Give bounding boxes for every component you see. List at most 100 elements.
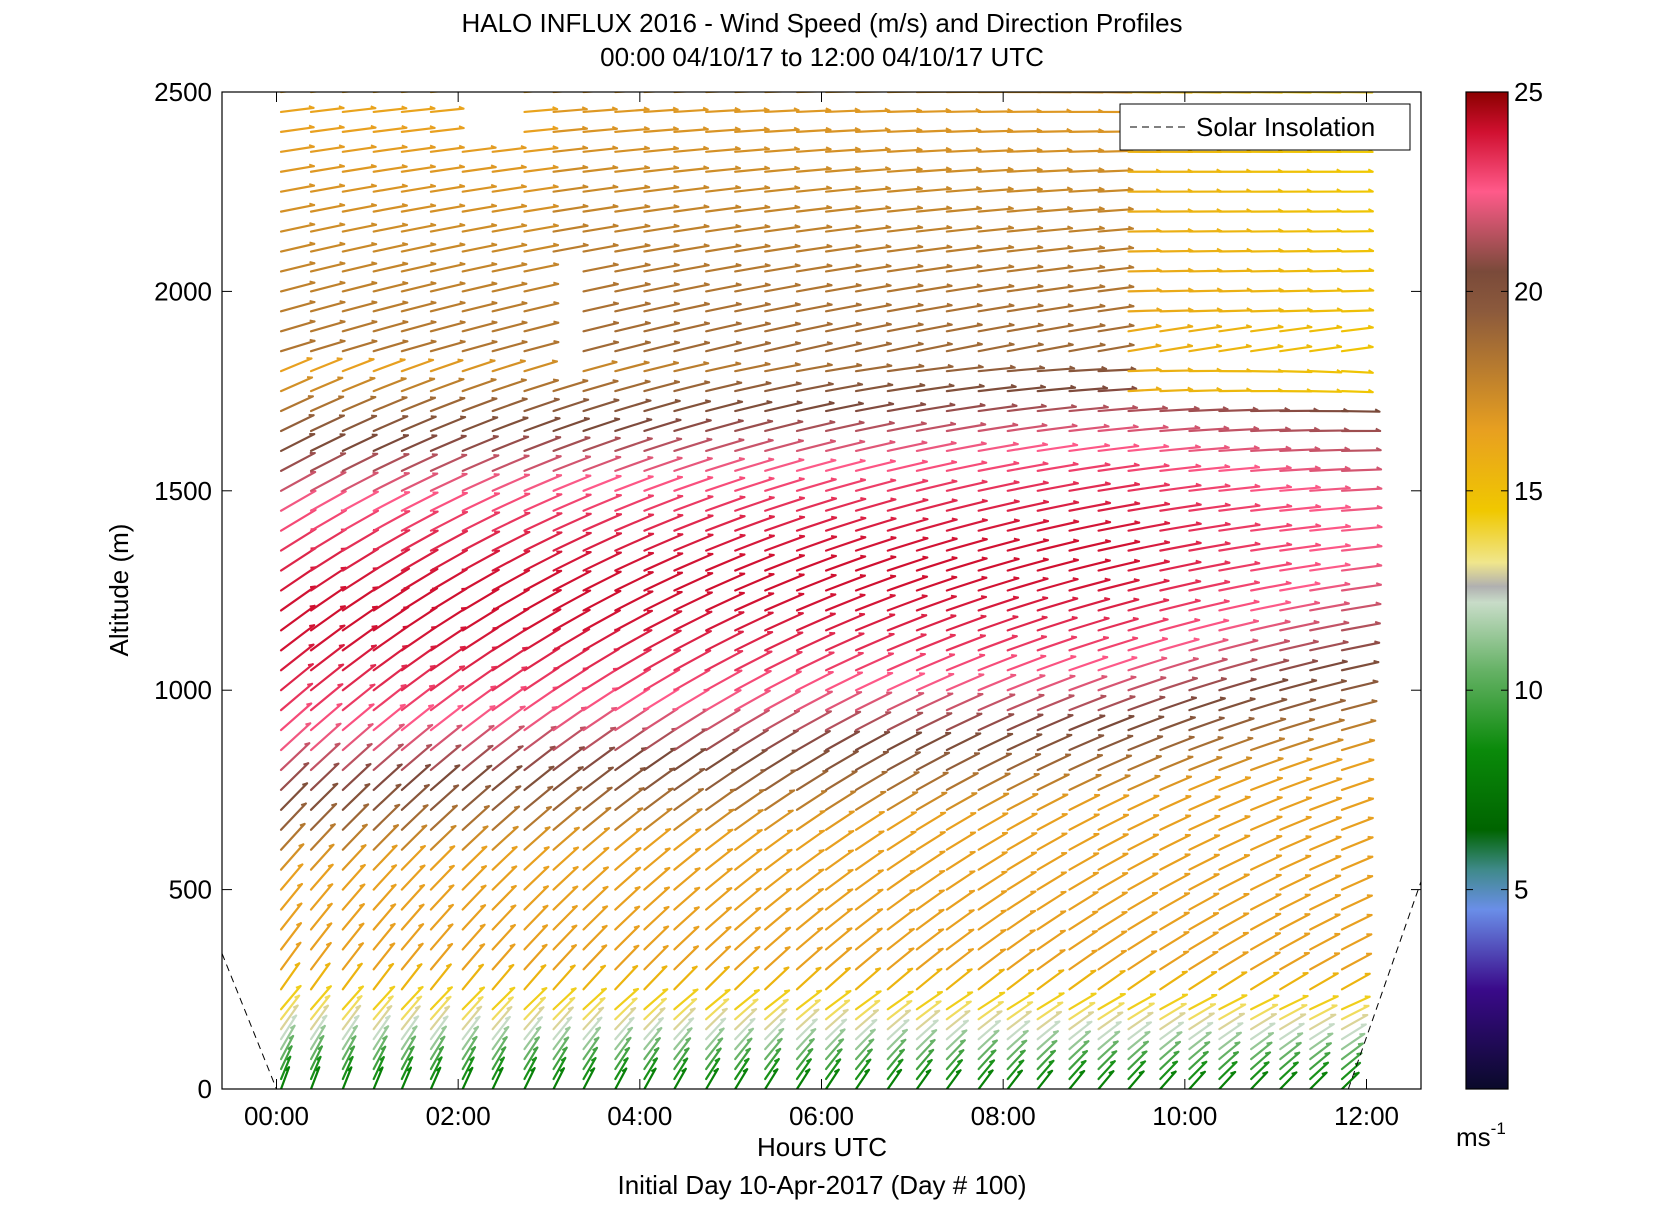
wind-barb [461, 923, 486, 951]
wind-barb [1036, 851, 1068, 871]
wind-barb-head [897, 1058, 903, 1063]
wind-barb [734, 650, 773, 672]
wind-barb [673, 1017, 695, 1041]
wind-barb [764, 109, 800, 114]
wind-barb-head [1284, 407, 1290, 412]
wind-barb-head [370, 105, 376, 110]
wind-barb-head [1067, 244, 1073, 249]
wind-barb [945, 519, 988, 532]
wind-barb [429, 1056, 443, 1081]
wind-barb [886, 711, 924, 732]
wind-barb [1127, 833, 1159, 851]
wind-barb [1218, 951, 1249, 971]
wind-barb-head [1080, 1060, 1086, 1064]
wind-barb [915, 556, 958, 572]
wind-barb-head [1115, 1021, 1121, 1024]
wind-barb [915, 245, 953, 253]
wind-barb [1279, 524, 1322, 532]
wind-barb-head [951, 498, 957, 502]
wind-barb [1097, 521, 1141, 532]
wind-barb-head [890, 478, 896, 482]
wind-barb [1340, 326, 1374, 333]
wind-barb-head [552, 223, 559, 227]
wind-barb-head [575, 806, 581, 810]
wind-barb-head [1313, 619, 1319, 624]
wind-barb-head [888, 420, 895, 425]
wind-barb [552, 417, 590, 433]
wind-barb-head [1244, 776, 1251, 779]
wind-barb [1068, 774, 1102, 792]
wind-barb [1097, 579, 1140, 592]
wind-barb-head [746, 1037, 752, 1042]
wind-barb [1036, 324, 1074, 333]
wind-barb-head [859, 477, 866, 481]
wind-barb-head [890, 535, 896, 539]
wind-barb-head [1336, 227, 1342, 233]
colorbar-tick-label: 20 [1514, 276, 1543, 306]
wind-barb [915, 771, 949, 792]
wind-barb-head [1090, 969, 1096, 973]
wind-barb-head [1133, 578, 1139, 582]
wind-barb [886, 830, 917, 851]
wind-barb-head [1067, 322, 1073, 327]
wind-barb [552, 1046, 568, 1071]
wind-barb-head [906, 1000, 912, 1003]
wind-barb [400, 204, 437, 213]
wind-barb [1127, 1070, 1145, 1089]
wind-barb-head [1104, 539, 1111, 543]
wind-barb-head [1250, 677, 1256, 681]
wind-barb [372, 204, 408, 213]
wind-barb [279, 1045, 293, 1071]
wind-barb-head [855, 204, 861, 209]
wind-barb-head [673, 243, 679, 247]
wind-barb [491, 705, 526, 732]
wind-barb [491, 321, 528, 333]
wind-barb-head [442, 1015, 448, 1020]
wind-barb [673, 1047, 690, 1071]
wind-barb-head [458, 144, 465, 149]
wind-barb-head [1336, 368, 1342, 374]
wind-barb-head [610, 726, 616, 730]
wind-barb-head [950, 440, 956, 445]
wind-barb-head [520, 378, 527, 381]
wind-barb [915, 1058, 933, 1081]
wind-barb-head [1254, 464, 1260, 469]
wind-barb-head [968, 928, 974, 932]
wind-barb-head [764, 185, 770, 189]
wind-barb-head [606, 786, 612, 790]
wind-barb [824, 710, 862, 732]
wind-barb [341, 625, 378, 652]
wind-barb [795, 1068, 811, 1089]
wind-barb [795, 225, 833, 233]
wind-barb-head [612, 301, 619, 305]
wind-barb [1340, 289, 1375, 293]
wind-barb-head [520, 184, 527, 188]
wind-barb [673, 591, 713, 612]
wind-barb-head [1099, 322, 1105, 327]
wind-barb-head [612, 262, 619, 266]
wind-barb [461, 825, 489, 851]
wind-barb-head [1336, 168, 1342, 173]
wind-barb [1127, 1011, 1154, 1031]
wind-barb [341, 883, 366, 911]
wind-barb [945, 265, 983, 273]
wind-barb-head [856, 362, 862, 367]
wind-barb-head [481, 845, 487, 849]
wind-barb [764, 651, 803, 672]
wind-barb [461, 301, 498, 313]
wind-barb-head [1132, 404, 1138, 409]
wind-barb [279, 984, 302, 1011]
wind-barb [1127, 522, 1171, 532]
wind-barb [734, 401, 773, 413]
wind-barb-head [1000, 929, 1006, 932]
wind-barb-head [1374, 640, 1380, 644]
wind-barb [400, 282, 437, 293]
wind-barb-head [702, 106, 709, 111]
wind-barb [824, 517, 867, 532]
wind-barb-head [945, 127, 951, 132]
wind-barb [1159, 1012, 1186, 1031]
wind-barb-head [767, 438, 773, 442]
wind-barb-head [1155, 343, 1161, 347]
wind-barb [400, 864, 426, 891]
wind-barb [279, 742, 311, 772]
